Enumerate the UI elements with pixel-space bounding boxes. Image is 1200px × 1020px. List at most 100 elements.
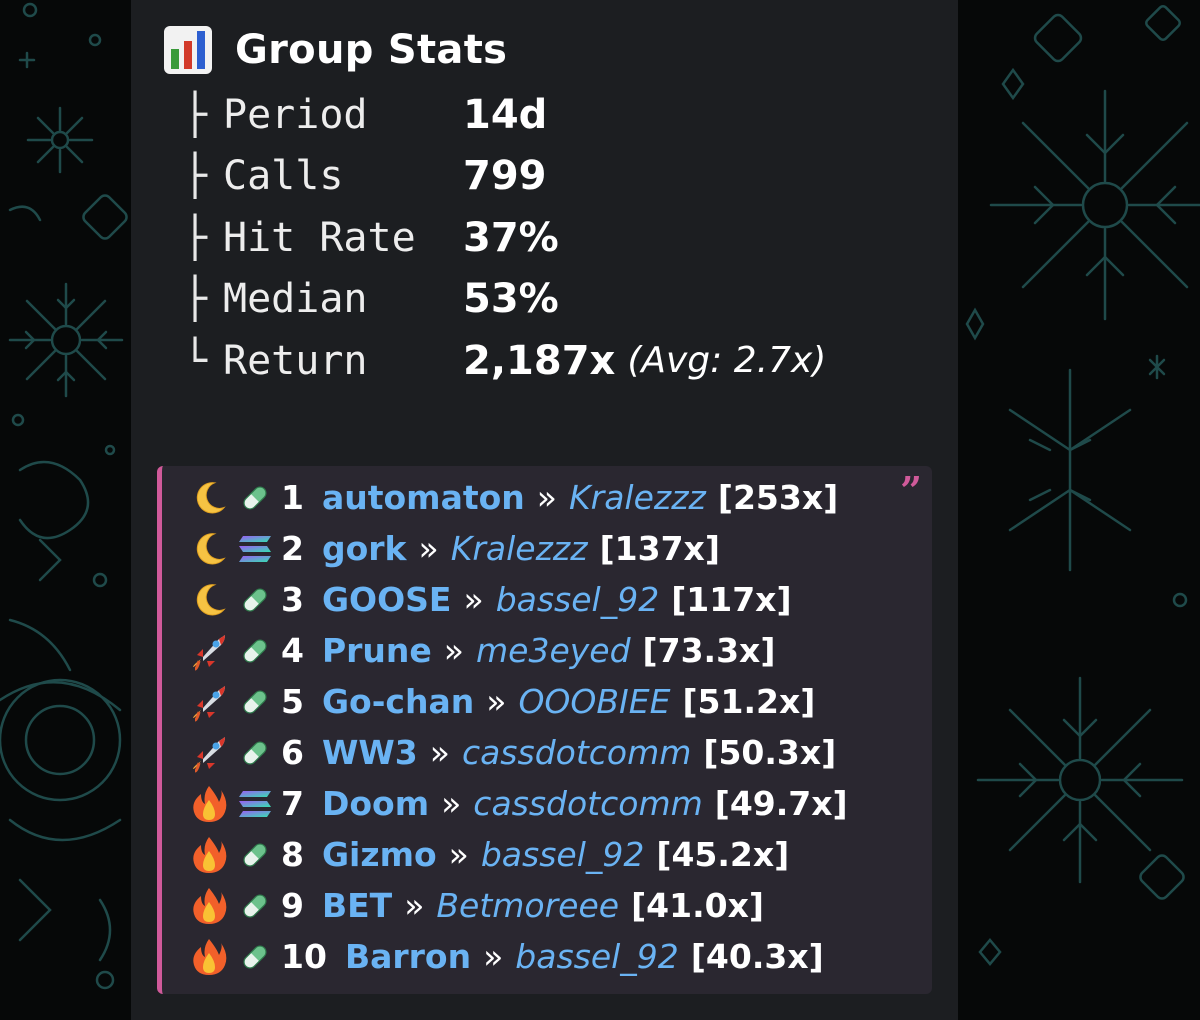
caller-link[interactable]: Kralezzz — [568, 478, 706, 517]
list-item: 9 BET » Betmoreee [41.0x] — [185, 880, 848, 931]
separator: » — [463, 580, 484, 619]
pill-icon — [233, 631, 277, 671]
separator: » — [441, 784, 462, 823]
tree-branch: ├ — [183, 276, 208, 323]
pill-icon — [233, 580, 277, 620]
stat-value: 2,187x — [463, 337, 616, 384]
caller-link[interactable]: Kralezzz — [450, 529, 588, 568]
token-link[interactable]: GOOSE — [321, 580, 452, 619]
stat-row-calls: ├ Calls 799 — [183, 146, 826, 208]
stats-list: ├ Period 14d ├ Calls 799 ├ Hit Rate 37% … — [183, 84, 826, 392]
rank-number: 5 — [281, 682, 304, 721]
stat-row-return: └ Return 2,187x (Avg: 2.7x) — [183, 330, 826, 392]
token-link[interactable]: Doom — [321, 784, 430, 823]
pill-icon — [233, 682, 277, 722]
list-item: 1 automaton » Kralezzz [253x] — [185, 472, 848, 523]
separator: » — [486, 682, 507, 721]
rank-number: 7 — [281, 784, 304, 823]
caller-link[interactable]: bassel_92 — [515, 937, 679, 976]
stat-label: Calls — [223, 153, 344, 200]
solana-icon — [233, 784, 277, 824]
rank-number: 8 — [281, 835, 304, 874]
caller-link[interactable]: OOOBIEE — [518, 682, 671, 721]
rank-number: 1 — [281, 478, 304, 517]
list-item: 2 gork » Kralezzz [137x] — [185, 523, 848, 574]
rocket-icon — [185, 679, 233, 725]
separator: » — [536, 478, 557, 517]
stat-value: 799 — [463, 153, 547, 200]
stat-value: 37% — [463, 214, 559, 261]
token-link[interactable]: Prune — [321, 631, 432, 670]
list-item: 3 GOOSE » bassel_92 [117x] — [185, 574, 848, 625]
token-link[interactable]: WW3 — [321, 733, 418, 772]
pill-icon — [233, 835, 277, 875]
fire-icon — [185, 832, 233, 878]
stat-row-median: ├ Median 53% — [183, 269, 826, 331]
stat-label: Return — [223, 337, 368, 384]
tree-branch: ├ — [183, 153, 208, 200]
multiplier: [40.3x] — [690, 937, 824, 976]
separator: » — [443, 631, 464, 670]
multiplier: [51.2x] — [682, 682, 816, 721]
list-item: 6 WW3 » cassdotcomm [50.3x] — [185, 727, 848, 778]
stat-label: Median — [223, 276, 368, 323]
rank-number: 4 — [281, 631, 304, 670]
list-item: 10 Barron » bassel_92 [40.3x] — [185, 931, 848, 982]
stat-average: (Avg: 2.7x) — [627, 340, 827, 382]
token-link[interactable]: Gizmo — [321, 835, 437, 874]
rank-number: 3 — [281, 580, 304, 619]
caller-link[interactable]: me3eyed — [476, 631, 631, 670]
leaderboard-list: 1 automaton » Kralezzz [253x] 2 gork » Kralezzz [… — [185, 472, 848, 982]
tree-branch: ├ — [183, 91, 208, 138]
fire-icon — [185, 781, 233, 827]
multiplier: [253x] — [717, 478, 839, 517]
rank-number: 2 — [281, 529, 304, 568]
caller-link[interactable]: bassel_92 — [480, 835, 645, 874]
fire-icon — [185, 883, 233, 929]
multiplier: [117x] — [671, 580, 792, 619]
list-item: 4 Prune » me3eyed [73.3x] — [185, 625, 848, 676]
stat-value: 53% — [463, 276, 559, 323]
stat-label: Hit Rate — [223, 214, 416, 261]
caller-link[interactable]: cassdotcomm — [473, 784, 703, 823]
bar-chart-icon — [164, 26, 212, 74]
page-title: Group Stats — [235, 27, 508, 73]
pill-icon — [233, 733, 277, 773]
stats-header: Group Stats — [163, 22, 507, 78]
moon-icon — [185, 475, 233, 521]
quote-icon: ” — [900, 468, 922, 513]
caller-link[interactable]: Betmoreee — [436, 886, 620, 925]
stat-value: 14d — [463, 91, 548, 138]
moon-icon — [185, 526, 233, 572]
tree-branch-end: └ — [183, 337, 208, 384]
token-link[interactable]: Go-chan — [321, 682, 475, 721]
token-link[interactable]: automaton — [321, 478, 525, 517]
token-link[interactable]: gork — [321, 529, 407, 568]
caller-link[interactable]: cassdotcomm — [461, 733, 692, 772]
separator: » — [418, 529, 439, 568]
caller-link[interactable]: bassel_92 — [495, 580, 660, 619]
token-link[interactable]: Barron — [344, 937, 472, 976]
list-item: 7 Doom » cassdotcomm [49.7x] — [185, 778, 848, 829]
pill-icon — [233, 886, 277, 926]
stat-label: Period — [223, 91, 368, 138]
rank-number: 9 — [281, 886, 304, 925]
moon-icon — [185, 577, 233, 623]
multiplier: [49.7x] — [714, 784, 848, 823]
list-item: 5 Go-chan » OOOBIEE [51.2x] — [185, 676, 848, 727]
pill-icon — [233, 937, 277, 977]
rocket-icon — [185, 628, 233, 674]
list-item: 8 Gizmo » bassel_92 [45.2x] — [185, 829, 848, 880]
leaderboard-quote: ” — [157, 466, 932, 994]
multiplier: [73.3x] — [642, 631, 776, 670]
rank-number: 10 — [281, 937, 327, 976]
multiplier: [41.0x] — [631, 886, 764, 925]
stat-row-hit-rate: ├ Hit Rate 37% — [183, 207, 826, 269]
separator: » — [483, 937, 504, 976]
separator: » — [448, 835, 469, 874]
multiplier: [137x] — [599, 529, 720, 568]
rank-number: 6 — [281, 733, 304, 772]
separator: » — [429, 733, 450, 772]
token-link[interactable]: BET — [321, 886, 393, 925]
